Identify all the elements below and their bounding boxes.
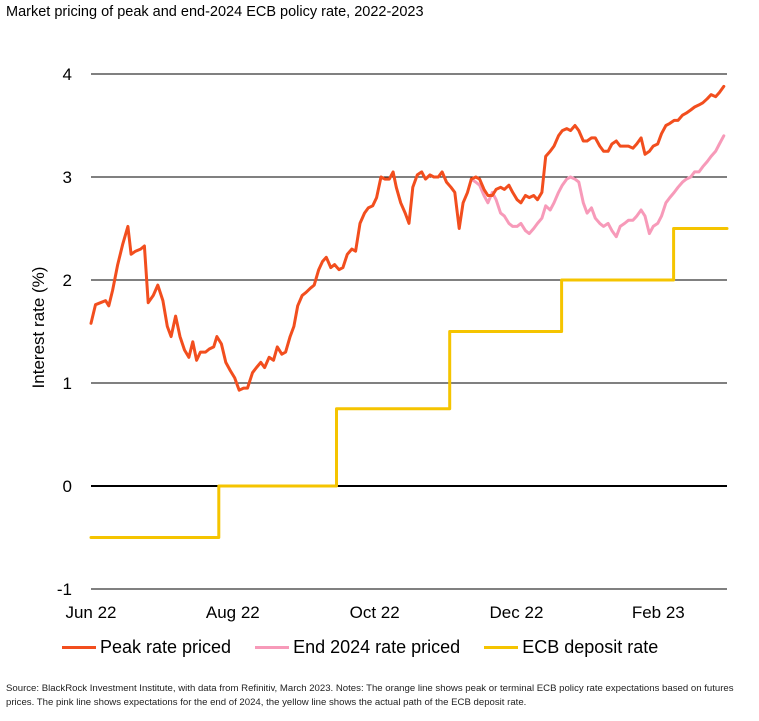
source-note: Source: BlackRock Investment Institute, … xyxy=(6,683,734,708)
legend-swatch-peak xyxy=(62,646,96,649)
y-tick-label: -1 xyxy=(57,580,72,599)
x-tick-label: Dec 22 xyxy=(490,603,544,622)
grid-lines xyxy=(91,73,727,590)
y-tick-label: 2 xyxy=(63,271,72,290)
x-tick-label: Feb 23 xyxy=(632,603,685,622)
x-tick-label: Jun 22 xyxy=(65,603,116,622)
legend-item-peak: Peak rate priced xyxy=(62,637,231,658)
x-tick-label: Oct 22 xyxy=(350,603,400,622)
x-tick-label: Aug 22 xyxy=(206,603,260,622)
y-tick-label: 3 xyxy=(63,168,72,187)
legend: Peak rate priced End 2024 rate priced EC… xyxy=(62,637,682,658)
end-2024-rate-line xyxy=(469,134,726,239)
peak-rate-line xyxy=(89,84,726,392)
y-tick-label: 4 xyxy=(63,65,72,84)
legend-item-deposit: ECB deposit rate xyxy=(484,637,658,658)
legend-swatch-end2024 xyxy=(255,646,290,649)
legend-label-peak: Peak rate priced xyxy=(100,637,232,657)
y-axis-label: Interest rate (%) xyxy=(29,267,48,389)
chart-title: Market pricing of peak and end-2024 ECB … xyxy=(6,4,424,20)
x-tick-labels: Jun 22 Aug 22 Oct 22 Dec 22 Feb 23 xyxy=(65,603,684,622)
legend-swatch-deposit xyxy=(484,646,519,649)
chart-plot: 4 3 2 1 0 -1 Jun 22 Aug 22 Oct 22 Dec 22 Feb 23 I… xyxy=(29,65,729,622)
y-tick-labels: 4 3 2 1 0 -1 xyxy=(57,65,72,599)
ecb-deposit-rate-line xyxy=(89,227,729,539)
y-tick-label: 1 xyxy=(63,374,72,393)
legend-label-end2024: End 2024 rate priced xyxy=(293,637,461,657)
legend-label-deposit: ECB deposit rate xyxy=(522,637,659,657)
series-lines xyxy=(89,84,729,539)
legend-item-end2024: End 2024 rate priced xyxy=(255,637,460,658)
y-tick-label: 0 xyxy=(63,477,72,496)
